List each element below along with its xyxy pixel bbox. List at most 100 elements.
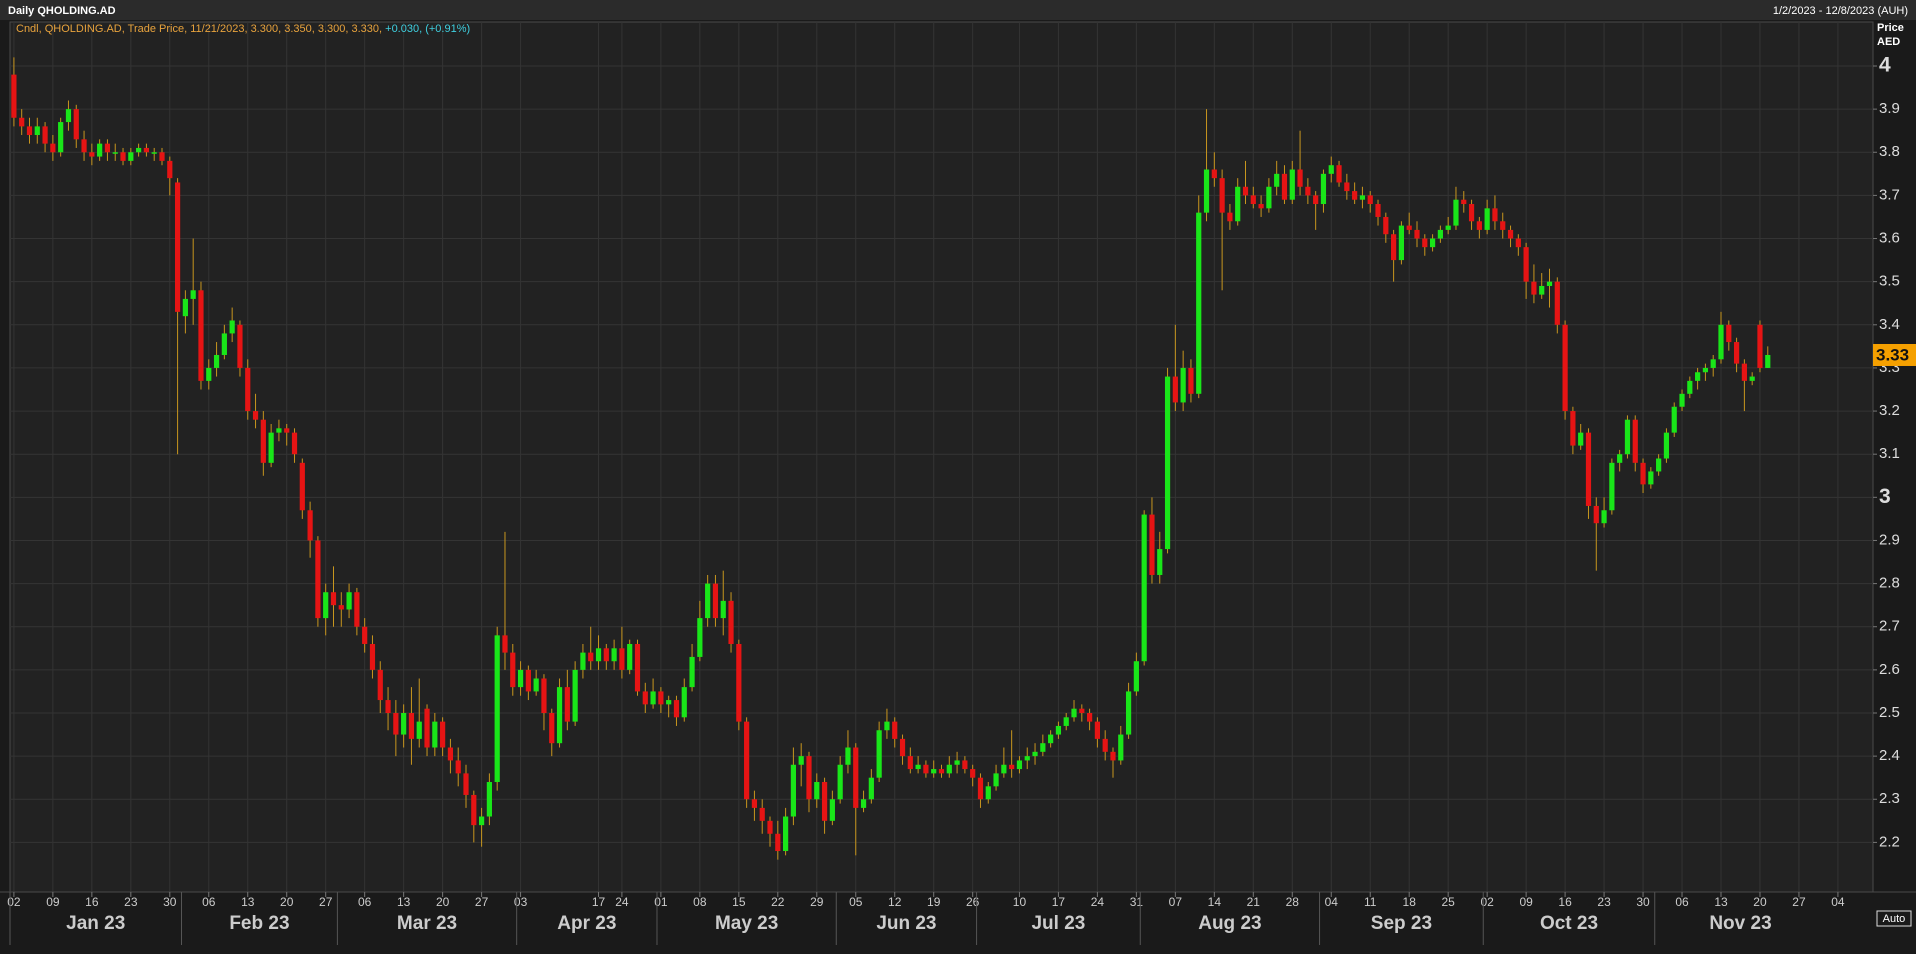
candle-body	[985, 786, 991, 800]
x-tick-label: 07	[1169, 895, 1183, 909]
candle-body	[572, 669, 578, 722]
candle-body	[1461, 199, 1467, 205]
candle-body	[525, 669, 531, 692]
candle-body	[1429, 238, 1436, 248]
x-tick-label: 30	[1636, 895, 1650, 909]
candle-body	[1476, 221, 1482, 230]
candle-body	[853, 747, 859, 808]
candle-body	[120, 152, 126, 161]
auto-button[interactable]	[1876, 910, 1912, 927]
y-tick-label: 2.8	[1879, 575, 1900, 592]
y-tick-label: 2.5	[1879, 704, 1900, 721]
candle-body	[1546, 281, 1553, 286]
candle-body	[112, 152, 118, 154]
candle-body	[977, 777, 984, 800]
y-tick-label: 3.7	[1879, 186, 1900, 203]
x-tick-label: 06	[1675, 895, 1689, 909]
x-tick-label: 05	[849, 895, 863, 909]
candle-body	[744, 721, 750, 800]
candle-body	[1523, 247, 1529, 282]
auto-button-label[interactable]: Auto	[1883, 913, 1906, 925]
y-axis-label: Price	[1877, 22, 1904, 34]
candle-body	[1172, 376, 1178, 403]
candle-body	[1539, 285, 1545, 295]
candle-body	[1710, 359, 1716, 368]
candle-body	[860, 799, 867, 808]
candle-body	[58, 122, 64, 153]
y-tick-label: 2.4	[1879, 747, 1900, 764]
candle-body	[1375, 204, 1381, 217]
candle-body	[1367, 195, 1373, 205]
x-tick-label: 21	[1247, 895, 1261, 909]
candle-body	[923, 764, 929, 774]
last-price-tag	[1873, 343, 1916, 366]
candle-body	[307, 510, 313, 541]
candle-body	[1383, 216, 1389, 235]
candle-body	[1679, 393, 1685, 407]
candle-body	[1578, 432, 1584, 446]
candle-body	[276, 428, 282, 433]
candle-body	[1203, 169, 1210, 213]
candle-body	[775, 833, 781, 852]
candle-body	[837, 764, 843, 800]
candle-body	[1227, 212, 1233, 222]
candle-body	[588, 652, 594, 662]
y-tick-label: 3.5	[1879, 273, 1900, 290]
candle-body	[1180, 367, 1186, 403]
candle-body	[346, 592, 352, 610]
x-tick-label: 18	[1403, 895, 1417, 909]
candle-body	[1585, 432, 1592, 506]
month-label: Jul 23	[1031, 913, 1085, 934]
candle-body	[1601, 510, 1607, 524]
x-tick-label: 27	[319, 895, 333, 909]
candle-body	[1001, 764, 1007, 774]
candle-body	[564, 687, 570, 722]
x-tick-label: 06	[202, 895, 216, 909]
candle-body	[728, 600, 734, 644]
candle-body	[1663, 432, 1670, 459]
candle-body	[814, 782, 820, 800]
candle-body	[666, 700, 672, 705]
candle-body	[549, 712, 555, 744]
candle-body	[946, 764, 952, 774]
y-tick-label: 3.2	[1879, 402, 1900, 419]
candle-body	[1492, 208, 1498, 222]
candle-body	[159, 152, 165, 161]
candle-body	[494, 635, 500, 783]
candle-body	[245, 367, 251, 412]
candle-body	[323, 592, 329, 619]
candle-body	[1570, 411, 1576, 446]
candle-body	[720, 600, 726, 619]
candle-body	[455, 760, 461, 774]
x-tick-label: 24	[1091, 895, 1105, 909]
candle-body	[1196, 212, 1202, 394]
month-label: Aug 23	[1198, 913, 1261, 934]
y-tick-label: 2.2	[1879, 833, 1900, 850]
candle-body	[1048, 734, 1054, 744]
candle-body	[1016, 760, 1023, 770]
candle-body	[1281, 173, 1288, 200]
candle-body	[790, 764, 796, 817]
x-tick-label: 01	[654, 895, 668, 909]
candle-body	[1757, 324, 1763, 368]
candle-body	[1437, 229, 1443, 239]
candle-body	[1094, 721, 1100, 739]
candle-body	[1235, 186, 1241, 222]
x-tick-label: 30	[163, 895, 177, 909]
x-tick-label: 27	[1792, 895, 1806, 909]
candle-body	[1445, 225, 1451, 230]
candle-body	[1726, 324, 1732, 343]
candle-body	[767, 820, 773, 834]
candle-body	[938, 769, 945, 774]
candle-body	[1640, 462, 1646, 485]
candle-body	[1648, 471, 1654, 485]
candle-body	[681, 687, 687, 718]
candle-body	[1765, 354, 1771, 368]
y-axis-unit: AED	[1877, 36, 1900, 48]
candles	[11, 57, 1771, 860]
candle-body	[182, 298, 188, 317]
candle-body	[128, 152, 134, 161]
candle-body	[1219, 178, 1225, 213]
y-tick-label: 3.9	[1879, 100, 1900, 117]
